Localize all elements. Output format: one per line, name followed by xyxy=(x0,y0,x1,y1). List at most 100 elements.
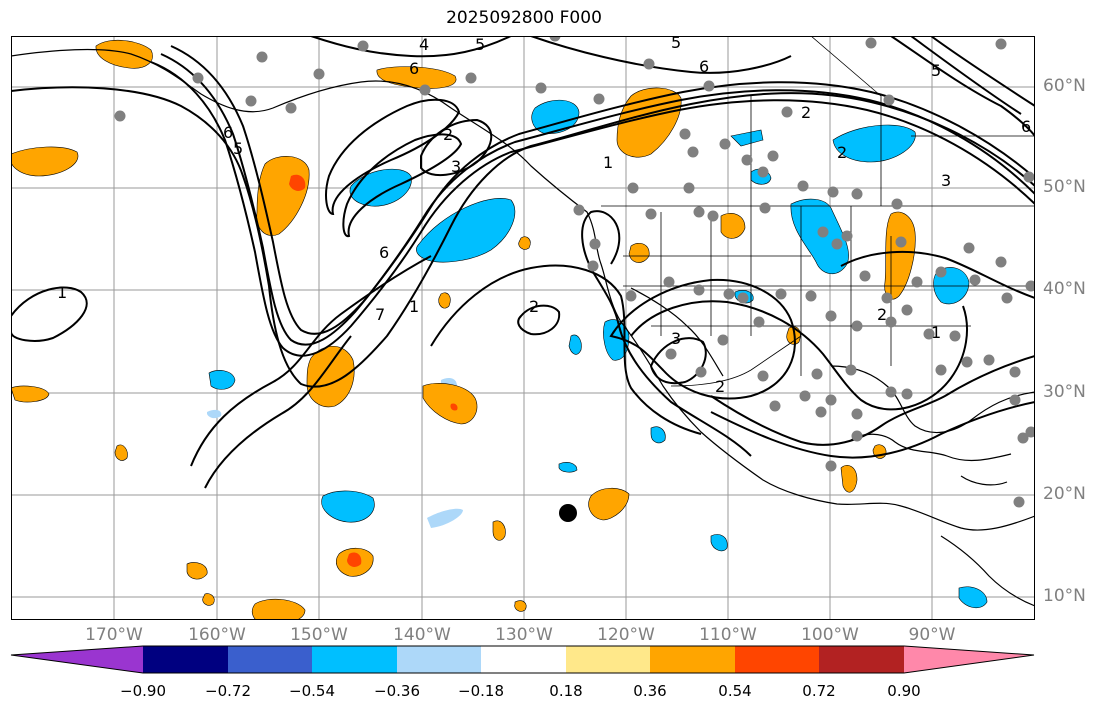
station-dot xyxy=(643,58,655,70)
station-dot xyxy=(419,84,431,96)
station-dot xyxy=(357,40,369,52)
station-dot xyxy=(687,146,699,158)
station-dot xyxy=(825,310,837,322)
station-dot xyxy=(805,290,817,302)
station-dot xyxy=(1013,496,1025,508)
contour-label: 2 xyxy=(837,143,847,162)
lon-label: 150°W xyxy=(290,625,348,645)
colorbar-cell xyxy=(819,646,904,673)
lon-label: 90°W xyxy=(908,625,956,645)
contour-label: 5 xyxy=(671,36,681,52)
lon-label: 120°W xyxy=(597,625,655,645)
station-dot xyxy=(827,186,839,198)
station-dot xyxy=(911,276,923,288)
station-dot xyxy=(665,348,677,360)
station-dot xyxy=(192,72,204,84)
station-dot xyxy=(1017,432,1029,444)
lon-label: 170°W xyxy=(85,625,143,645)
contour-label: 5 xyxy=(233,139,243,158)
contour-labels: 5 6 4 5 6 5 6 5 6 2 3 6 7 1 1 2 3 2 1 2 … xyxy=(57,36,1031,396)
station-dot xyxy=(719,138,731,150)
station-dot xyxy=(741,154,753,166)
station-dot xyxy=(851,320,863,332)
colorbar xyxy=(10,645,1035,674)
station-dot xyxy=(983,354,995,366)
station-markers xyxy=(114,36,1035,508)
lon-label: 130°W xyxy=(495,625,553,645)
station-dot xyxy=(1025,280,1035,292)
storm-center-marker xyxy=(559,504,577,522)
station-dot xyxy=(885,316,897,328)
colorbar-cell xyxy=(566,646,650,673)
station-dot xyxy=(587,260,599,272)
station-dot xyxy=(845,364,857,376)
station-dot xyxy=(841,230,853,242)
station-dot xyxy=(1023,171,1035,183)
station-dot xyxy=(883,94,895,106)
contour-label: 1 xyxy=(57,283,67,302)
station-dot xyxy=(679,128,691,140)
station-dot xyxy=(573,204,585,216)
colorbar-tick-label: −0.90 xyxy=(120,682,166,700)
station-dot xyxy=(851,188,863,200)
station-dot xyxy=(935,364,947,376)
colorbar-tick-label: −0.36 xyxy=(374,682,420,700)
colorbar-outline xyxy=(10,645,1035,674)
contour-label: 2 xyxy=(443,125,453,144)
station-dot xyxy=(313,68,325,80)
station-dot xyxy=(865,37,877,49)
station-dot xyxy=(969,274,981,286)
station-dot xyxy=(895,236,907,248)
lon-label: 110°W xyxy=(699,625,757,645)
station-dot xyxy=(465,72,477,84)
lat-label: 60°N xyxy=(1043,76,1086,96)
station-dot xyxy=(625,290,637,302)
station-dot xyxy=(825,394,837,406)
station-dot xyxy=(256,51,268,63)
contour-label: 2 xyxy=(715,377,725,396)
lat-label: 30°N xyxy=(1043,382,1086,402)
station-dot xyxy=(645,208,657,220)
contour-label: 6 xyxy=(379,243,389,262)
station-dot xyxy=(767,150,779,162)
chart-title: 2025092800 F000 xyxy=(446,8,602,28)
contour-label: 5 xyxy=(931,61,941,80)
station-dot xyxy=(797,180,809,192)
station-dot xyxy=(737,292,749,304)
colorbar-tick-label: −0.18 xyxy=(458,682,504,700)
lat-label: 50°N xyxy=(1043,177,1086,197)
station-dot xyxy=(769,400,781,412)
station-dot xyxy=(693,206,705,218)
colorbar-tick-label: −0.72 xyxy=(205,682,251,700)
height-contours xyxy=(11,36,1035,489)
station-dot xyxy=(799,390,811,402)
contour-label: 6 xyxy=(223,123,233,142)
lon-label: 160°W xyxy=(188,625,246,645)
contour-label: 1 xyxy=(603,153,613,172)
colorbar-tick-label: 0.90 xyxy=(887,682,921,700)
station-dot xyxy=(549,36,561,42)
contour-label: 2 xyxy=(877,305,887,324)
contour-label: 6 xyxy=(699,57,709,76)
station-dot xyxy=(589,238,601,250)
contour-label: 3 xyxy=(941,171,951,190)
station-dot xyxy=(703,80,715,92)
station-dot xyxy=(723,288,735,300)
station-dot xyxy=(627,182,639,194)
station-dot xyxy=(963,242,975,254)
station-dot xyxy=(775,288,787,300)
station-dot xyxy=(753,316,765,328)
station-dot xyxy=(851,430,863,442)
station-dot xyxy=(1009,394,1021,406)
station-dot xyxy=(707,210,719,222)
station-dot xyxy=(663,276,675,288)
station-dot xyxy=(935,266,947,278)
station-dot xyxy=(891,198,903,210)
positive-shading xyxy=(11,39,916,620)
station-dot xyxy=(757,166,769,178)
station-dot xyxy=(1009,366,1021,378)
station-dot xyxy=(817,226,829,238)
station-dot xyxy=(825,460,837,472)
lat-label: 40°N xyxy=(1043,279,1086,299)
station-dot xyxy=(1001,292,1013,304)
